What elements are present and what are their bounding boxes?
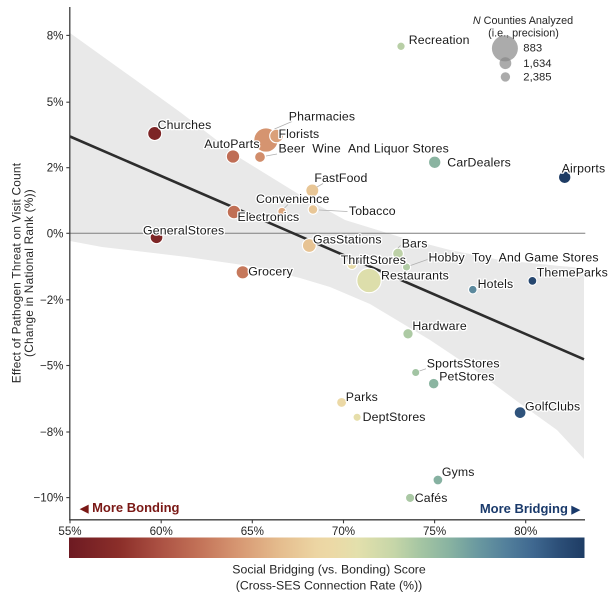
svg-text:GeneralStores: GeneralStores bbox=[143, 224, 224, 238]
svg-text:N Counties Analyzed: N Counties Analyzed bbox=[473, 15, 573, 27]
svg-text:2,385: 2,385 bbox=[523, 72, 551, 84]
svg-text:8%: 8% bbox=[47, 29, 64, 42]
svg-text:5%: 5% bbox=[47, 96, 64, 109]
svg-text:DeptStores: DeptStores bbox=[363, 410, 426, 424]
svg-text:ThriftStores: ThriftStores bbox=[341, 253, 406, 267]
svg-text:Pharmacies: Pharmacies bbox=[289, 109, 355, 123]
svg-text:Restaurants: Restaurants bbox=[381, 268, 449, 282]
svg-text:Bars: Bars bbox=[402, 237, 428, 251]
svg-text:More Bridging ▶: More Bridging ▶ bbox=[480, 501, 581, 516]
svg-text:80%: 80% bbox=[514, 525, 537, 538]
svg-text:Recreation: Recreation bbox=[409, 33, 470, 47]
svg-text:70%: 70% bbox=[332, 525, 355, 538]
svg-text:Parks: Parks bbox=[346, 390, 378, 404]
svg-text:CarDealers: CarDealers bbox=[447, 156, 511, 170]
svg-text:Gyms: Gyms bbox=[442, 465, 475, 479]
svg-text:60%: 60% bbox=[150, 525, 173, 538]
svg-text:FastFood: FastFood bbox=[314, 171, 367, 185]
svg-text:(Cross-SES Connection Rate (%): (Cross-SES Connection Rate (%)) bbox=[236, 579, 423, 593]
svg-text:0%: 0% bbox=[47, 227, 64, 240]
svg-text:Grocery: Grocery bbox=[248, 265, 293, 279]
svg-text:Hardware: Hardware bbox=[412, 319, 467, 333]
svg-text:−2%: −2% bbox=[40, 294, 64, 307]
svg-text:Cafés: Cafés bbox=[415, 491, 448, 505]
svg-text:GolfClubs: GolfClubs bbox=[525, 399, 580, 413]
svg-text:PetStores: PetStores bbox=[439, 369, 494, 383]
svg-text:883: 883 bbox=[523, 43, 542, 55]
svg-text:−8%: −8% bbox=[40, 426, 64, 439]
svg-text:Tobacco: Tobacco bbox=[349, 204, 396, 218]
svg-text:75%: 75% bbox=[423, 525, 446, 538]
svg-text:◀ More Bonding: ◀ More Bonding bbox=[79, 500, 180, 515]
svg-text:Electronics: Electronics bbox=[238, 210, 300, 224]
svg-text:−10%: −10% bbox=[34, 492, 64, 505]
svg-text:AutoParts: AutoParts bbox=[204, 137, 259, 151]
svg-text:Beer Wine And Liquor Stores: Beer Wine And Liquor Stores bbox=[279, 142, 449, 156]
svg-text:Hotels: Hotels bbox=[478, 277, 514, 291]
svg-text:GasStations: GasStations bbox=[313, 233, 382, 247]
svg-text:Social Bridging (vs. Bonding): Social Bridging (vs. Bonding) Score bbox=[232, 562, 426, 576]
svg-text:65%: 65% bbox=[241, 525, 264, 538]
svg-text:Florists: Florists bbox=[279, 127, 320, 141]
svg-text:ThemeParks: ThemeParks bbox=[537, 265, 608, 279]
svg-text:Effect of Pathogen Threat on V: Effect of Pathogen Threat on Visit Count bbox=[9, 162, 23, 383]
svg-text:Churches: Churches bbox=[158, 118, 212, 132]
svg-text:(Change in National Rank (%)): (Change in National Rank (%)) bbox=[22, 189, 36, 357]
svg-text:Convenience: Convenience bbox=[256, 192, 329, 206]
svg-text:1,634: 1,634 bbox=[523, 58, 551, 70]
svg-text:2%: 2% bbox=[47, 162, 64, 175]
svg-text:Hobby Toy And Game Stores: Hobby Toy And Game Stores bbox=[429, 250, 599, 264]
svg-text:55%: 55% bbox=[58, 525, 81, 538]
svg-text:−5%: −5% bbox=[40, 360, 64, 373]
svg-text:SportsStores: SportsStores bbox=[427, 357, 500, 371]
svg-text:Airports: Airports bbox=[562, 161, 606, 175]
